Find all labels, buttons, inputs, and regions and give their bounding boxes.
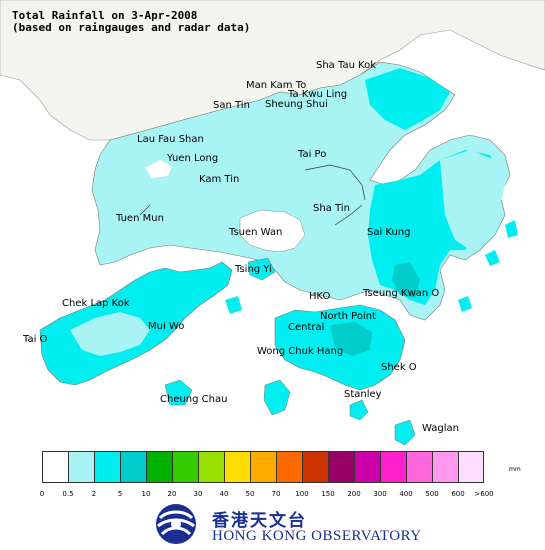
rain-patch-northeast	[365, 68, 450, 130]
place-yuen-long: Yuen Long	[167, 153, 219, 164]
map-subtitle: (based on raingauges and radar data)	[12, 21, 251, 34]
rain-patch-lantau	[70, 312, 150, 356]
legend-swatch	[406, 451, 432, 483]
legend-tick-label: 300	[373, 490, 387, 498]
legend-tick-label: 0.5	[62, 490, 74, 498]
place-mui-wo: Mui Wo	[148, 321, 185, 332]
legend-tick-label: 50	[245, 490, 255, 498]
legend-swatch	[146, 451, 172, 483]
legend-tick-label: 150	[321, 490, 335, 498]
road-line	[334, 204, 363, 226]
place-san-tin: San Tin	[213, 100, 250, 111]
place-tsuen-wan: Tsuen Wan	[229, 227, 283, 238]
place-sha-tin: Sha Tin	[313, 203, 350, 214]
legend-tick-label: 600	[451, 490, 465, 498]
islet-2	[485, 250, 500, 266]
legend-tick-label: 5	[117, 490, 123, 498]
hko-logo-icon	[156, 504, 196, 544]
border-line	[304, 164, 366, 201]
org-name-english: HONG KONG OBSERVATORY	[212, 528, 422, 544]
rain-patch-hk-island	[330, 322, 372, 356]
place-chek-lap-kok: Chek Lap Kok	[62, 298, 130, 309]
legend-swatch	[276, 451, 302, 483]
waglan-area	[394, 419, 416, 446]
legend-tick-label: 200	[347, 490, 361, 498]
road-line-2	[139, 204, 151, 216]
legend-tick-label: 10	[141, 490, 151, 498]
map-title: Total Rainfall on 3-Apr-2008	[12, 9, 198, 22]
dry-area-tsuen-wan	[239, 209, 306, 253]
place-lau-fau-shan: Lau Fau Shan	[137, 134, 204, 145]
place-ta-kwu-ling: Ta Kwu Ling	[288, 89, 348, 100]
place-stanley: Stanley	[344, 389, 382, 400]
lamma-island	[263, 379, 291, 416]
legend-swatch	[380, 451, 406, 483]
place-waglan: Waglan	[422, 423, 459, 434]
legend-tick-label: 20	[167, 490, 177, 498]
legend-swatch	[302, 451, 328, 483]
place-tseung-kwan-o: Tseung Kwan O	[363, 288, 440, 299]
legend-swatch	[120, 451, 146, 483]
legend-tick-label: >600	[474, 490, 494, 498]
legend-swatch	[354, 451, 380, 483]
legend-tick-label: 2	[91, 490, 97, 498]
org-name-chinese: 香港天文台	[212, 511, 307, 531]
legend-swatch	[458, 451, 484, 483]
place-sheung-shui: Sheung Shui	[265, 99, 328, 110]
rain-patch-tko	[392, 262, 420, 298]
rainfall-legend	[42, 451, 484, 485]
place-tuen-mun: Tuen Mun	[116, 213, 164, 224]
place-tai-o: Tai O	[23, 334, 48, 345]
place-sha-tau-kok: Sha Tau Kok	[316, 60, 377, 71]
islet-1	[458, 296, 472, 312]
place-central: Central	[288, 322, 325, 333]
legend-tick-label: 0	[39, 490, 45, 498]
legend-swatch	[250, 451, 276, 483]
place-north-point: North Point	[320, 311, 376, 322]
legend-swatch	[224, 451, 250, 483]
legend-swatch	[432, 451, 458, 483]
po-toi-island	[349, 399, 369, 421]
rain-patch-east-coast	[440, 150, 505, 250]
islet-3	[505, 220, 518, 238]
legend-tick-label: 70	[271, 490, 281, 498]
place-hko: HKO	[309, 291, 331, 302]
legend-tick-label: 400	[399, 490, 413, 498]
place-cheung-chau: Cheung Chau	[160, 394, 228, 405]
legend-swatch	[172, 451, 198, 483]
place-sai-kung: Sai Kung	[367, 227, 411, 238]
legend-swatch	[94, 451, 120, 483]
legend-swatch	[328, 451, 354, 483]
place-kam-tin: Kam Tin	[199, 174, 240, 185]
legend-tick-label: 30	[193, 490, 203, 498]
islet-5	[247, 257, 276, 281]
place-tai-po: Tai Po	[298, 149, 327, 160]
legend-swatch	[198, 451, 224, 483]
place-tsing-yi: Tsing Yi	[235, 264, 272, 275]
legend-swatch	[42, 451, 68, 483]
legend-unit: mm	[509, 466, 521, 473]
legend-swatch	[68, 451, 94, 483]
dry-area-yuen-long	[145, 160, 172, 178]
cheung-chau-island	[164, 379, 193, 406]
legend-tick-label: 40	[219, 490, 229, 498]
islet-4	[225, 296, 242, 314]
place-wong-chuk-hang: Wong Chuk Hang	[257, 346, 344, 357]
legend-tick-label: 500	[425, 490, 439, 498]
place-man-kam-to: Man Kam To	[246, 80, 307, 91]
place-shek-o: Shek O	[381, 362, 417, 373]
legend-tick-label: 100	[295, 490, 309, 498]
